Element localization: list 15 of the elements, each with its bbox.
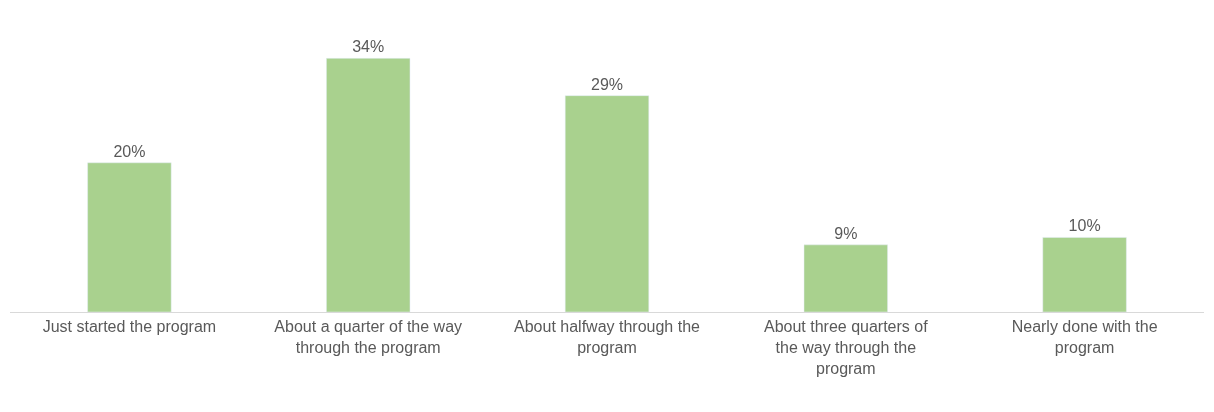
x-tick-label: Just started the program	[42, 318, 217, 336]
data-label: 20%	[113, 142, 146, 160]
x-tick-label: About three quarters of the way through the program	[763, 318, 929, 377]
data-label: 9%	[834, 224, 858, 242]
data-label: 10%	[1068, 217, 1101, 235]
x-tick-label: About a quarter of the way through the program	[274, 318, 463, 356]
x-tick-label: Nearly done with the program	[1011, 318, 1158, 356]
bar	[1042, 237, 1127, 312]
bar	[326, 58, 411, 312]
data-label: 29%	[590, 75, 624, 93]
data-label: 34%	[352, 38, 385, 56]
bar	[564, 95, 650, 312]
bar	[87, 162, 172, 312]
x-tick-label: About halfway through the program	[514, 318, 701, 356]
bar	[803, 244, 888, 312]
